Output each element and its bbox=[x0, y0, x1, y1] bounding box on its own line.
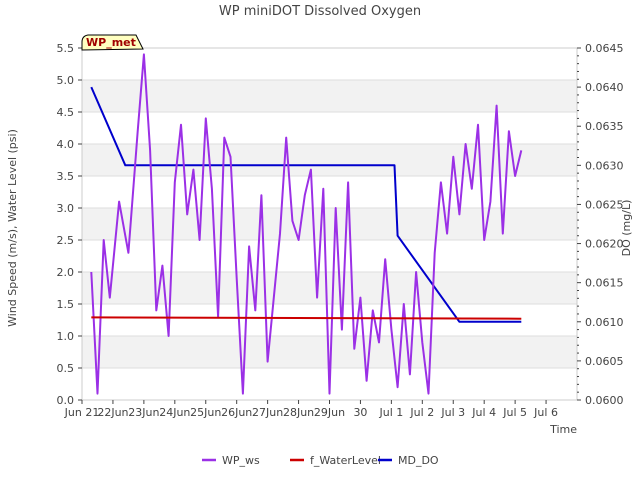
legend-label-MD_DO: MD_DO bbox=[398, 454, 439, 467]
y-axis-left-label: Wind Speed (m/s), Water Level (psi) bbox=[6, 129, 19, 327]
y-left-tick-label: 5.5 bbox=[57, 42, 75, 55]
y-right-tick-label: 0.0610 bbox=[585, 316, 624, 329]
y-right-tick-label: 0.0645 bbox=[585, 42, 624, 55]
x-tick-label: 30 bbox=[353, 406, 367, 419]
series-line-MD_DO bbox=[90, 86, 522, 323]
x-tick-label: 24Jun bbox=[159, 406, 190, 419]
y-axis-right: 0.0600 0.0605 0.0610 0.0615 0.0620 0.0625 0.06… bbox=[577, 42, 624, 407]
x-tick-label: Jul 5 bbox=[502, 406, 527, 419]
x-tick-label: 25Jun bbox=[190, 406, 221, 419]
y-axis-right-label: DO (mg/L) bbox=[620, 200, 633, 257]
plot-band bbox=[82, 208, 577, 240]
legend: WP_ws f_WaterLevel MD_DO bbox=[202, 454, 439, 467]
x-tick-label: 28Jun bbox=[283, 406, 314, 419]
x-tick-label: Jul 4 bbox=[471, 406, 496, 419]
legend-label-WP_ws: WP_ws bbox=[222, 454, 260, 467]
y-right-tick-label: 0.0635 bbox=[585, 120, 624, 133]
y-right-tick-label: 0.0620 bbox=[585, 238, 624, 251]
legend-label-f_WaterLevel: f_WaterLevel bbox=[310, 454, 381, 467]
y-left-tick-label: 0.5 bbox=[57, 362, 75, 375]
y-axis-left: 0.0 0.5 1.0 1.5 2.0 2.5 3.0 3.5 4.0 4.5 5.0 5.5 bbox=[57, 42, 82, 407]
x-tick-label: Jul 2 bbox=[409, 406, 434, 419]
y-left-tick-label: 5.0 bbox=[57, 74, 75, 87]
plot-band bbox=[82, 144, 577, 176]
y-left-tick-label: 1.0 bbox=[57, 330, 75, 343]
x-axis-label: Time bbox=[549, 423, 577, 436]
y-left-tick-label: 3.5 bbox=[57, 170, 75, 183]
series-line-WP_ws bbox=[90, 53, 523, 395]
station-badge: WP_met bbox=[81, 34, 144, 51]
y-right-tick-label: 0.0625 bbox=[585, 198, 624, 211]
station-badge-label: WP_met bbox=[86, 36, 136, 49]
y-left-tick-label: 2.0 bbox=[57, 266, 75, 279]
x-tick-label: Jul 1 bbox=[378, 406, 403, 419]
series-layer bbox=[90, 53, 523, 395]
x-tick-label: Jul 3 bbox=[440, 406, 465, 419]
x-tick-label: 29Jun bbox=[314, 406, 345, 419]
y-left-tick-label: 2.5 bbox=[57, 234, 75, 247]
x-tick-label: 22Jun bbox=[97, 406, 128, 419]
y-right-tick-label: 0.0600 bbox=[585, 394, 624, 407]
y-right-tick-label: 0.0640 bbox=[585, 81, 624, 94]
y-left-tick-label: 4.0 bbox=[57, 138, 75, 151]
x-tick-label: 27Jun bbox=[252, 406, 283, 419]
y-right-tick-label: 0.0605 bbox=[585, 355, 624, 368]
y-left-tick-label: 3.0 bbox=[57, 202, 75, 215]
x-tick-label: 26Jun bbox=[221, 406, 252, 419]
series-line-f_WaterLevel bbox=[91, 316, 522, 320]
y-left-tick-label: 0.0 bbox=[57, 394, 75, 407]
plot-band bbox=[82, 80, 577, 112]
chart-title: WP miniDOT Dissolved Oxygen bbox=[219, 4, 421, 19]
y-right-tick-label: 0.0630 bbox=[585, 159, 624, 172]
x-tick-label: Jun 21 bbox=[64, 406, 100, 419]
y-right-tick-label: 0.0615 bbox=[585, 277, 624, 290]
y-left-tick-label: 4.5 bbox=[57, 106, 75, 119]
x-tick-label: Jul 6 bbox=[533, 406, 558, 419]
x-tick-label: 23Jun bbox=[128, 406, 159, 419]
y-left-tick-label: 1.5 bbox=[57, 298, 75, 311]
